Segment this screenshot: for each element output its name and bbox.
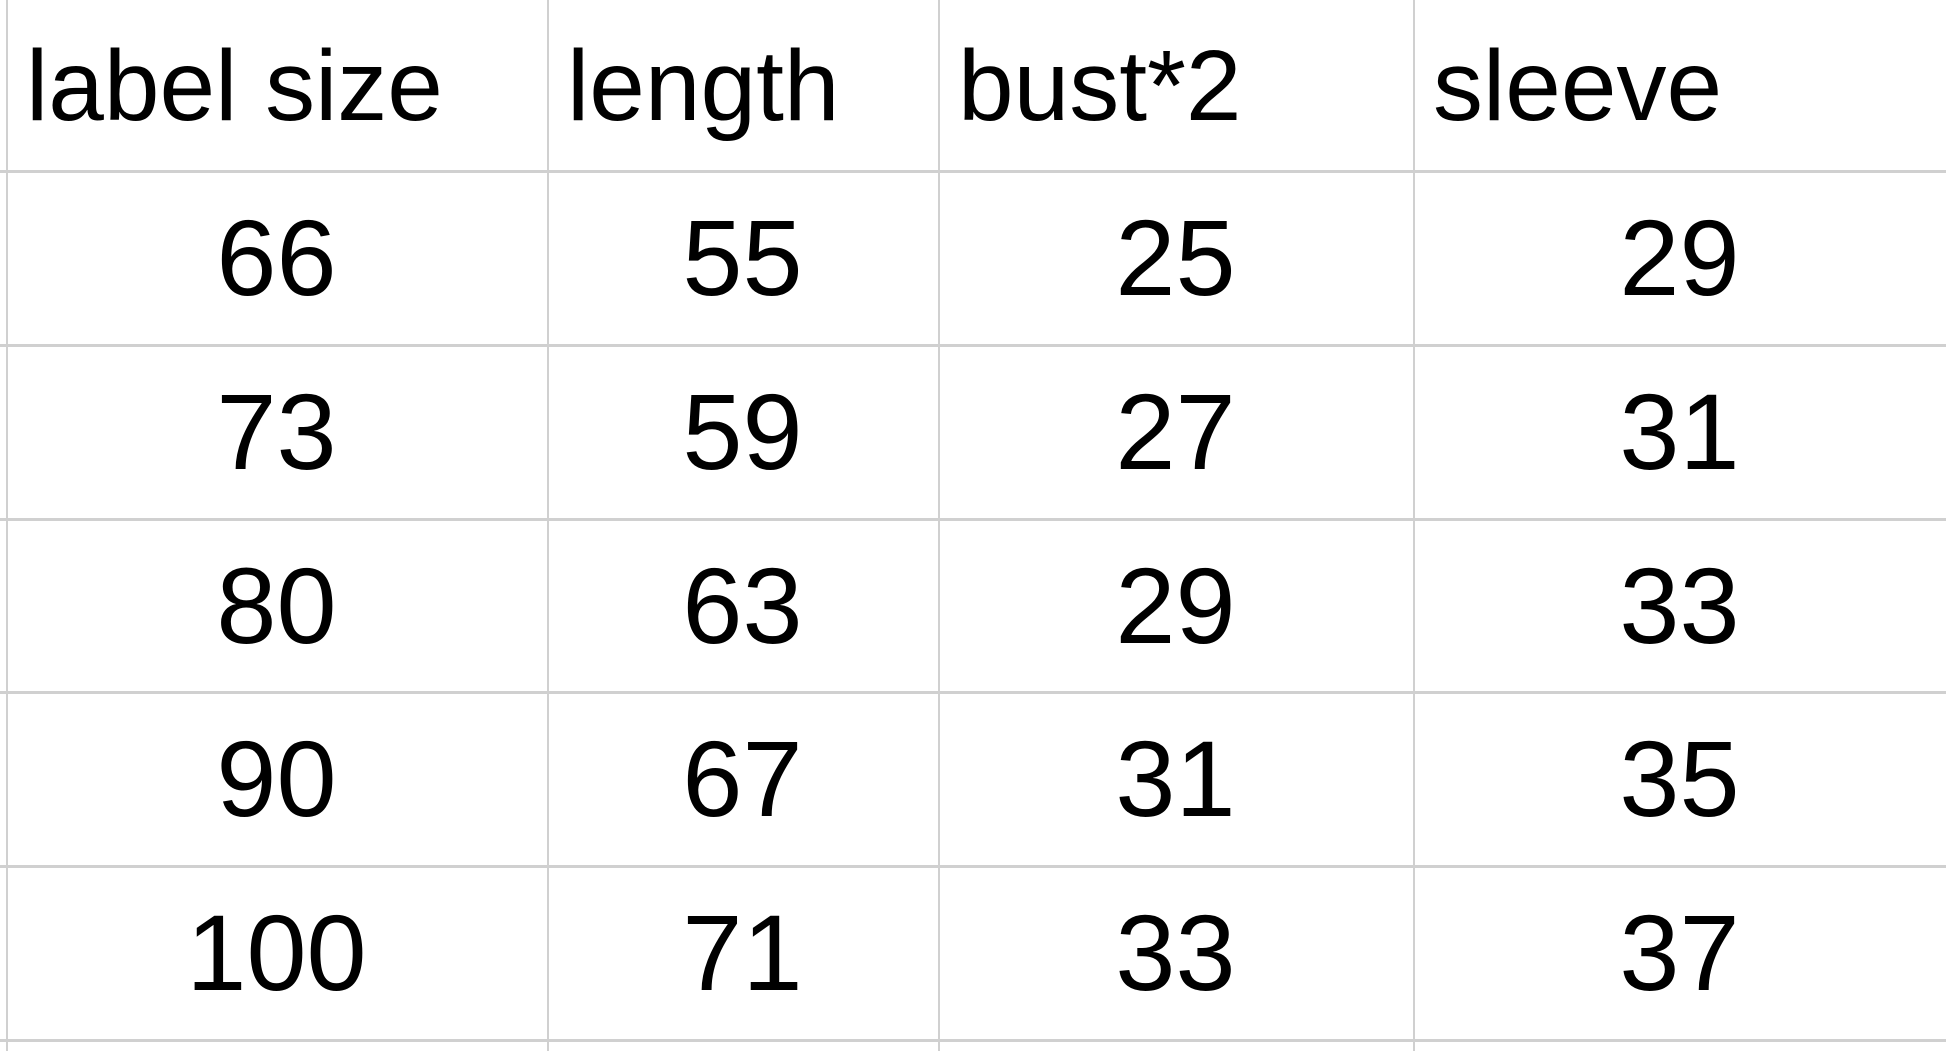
table-cell: 90 — [216, 718, 337, 839]
column-divider — [6, 0, 8, 1051]
column-divider — [1413, 0, 1415, 1051]
table-cell: 73 — [216, 371, 337, 492]
table-cell: 80 — [216, 544, 337, 666]
table-cell: 59 — [682, 371, 803, 492]
table-cell: 71 — [682, 892, 803, 1013]
row-divider — [0, 170, 1946, 173]
table-cell: 100 — [186, 892, 367, 1013]
table-cell: 33 — [1619, 544, 1740, 666]
column-header: label size — [26, 29, 443, 142]
table-cell: 33 — [1115, 892, 1236, 1013]
table-cell: 29 — [1619, 197, 1740, 318]
table-cell: 55 — [682, 197, 803, 318]
table-cell: 29 — [1115, 544, 1236, 666]
table-cell: 31 — [1115, 718, 1236, 839]
table-cell: 27 — [1115, 371, 1236, 492]
table-cell: 25 — [1115, 197, 1236, 318]
table-cell: 63 — [682, 544, 803, 666]
table-cell: 35 — [1619, 718, 1740, 839]
row-divider — [0, 518, 1946, 521]
row-divider — [0, 691, 1946, 694]
table-cell: 37 — [1619, 892, 1740, 1013]
row-divider — [0, 344, 1946, 347]
table-cell: 66 — [216, 197, 337, 318]
column-divider — [547, 0, 549, 1051]
column-header: length — [567, 29, 840, 142]
column-header: bust*2 — [958, 29, 1242, 142]
row-divider — [0, 865, 1946, 868]
column-header: sleeve — [1433, 29, 1723, 142]
table-cell: 67 — [682, 718, 803, 839]
table-cell: 31 — [1619, 371, 1740, 492]
column-divider — [938, 0, 940, 1051]
row-divider — [0, 1039, 1946, 1042]
